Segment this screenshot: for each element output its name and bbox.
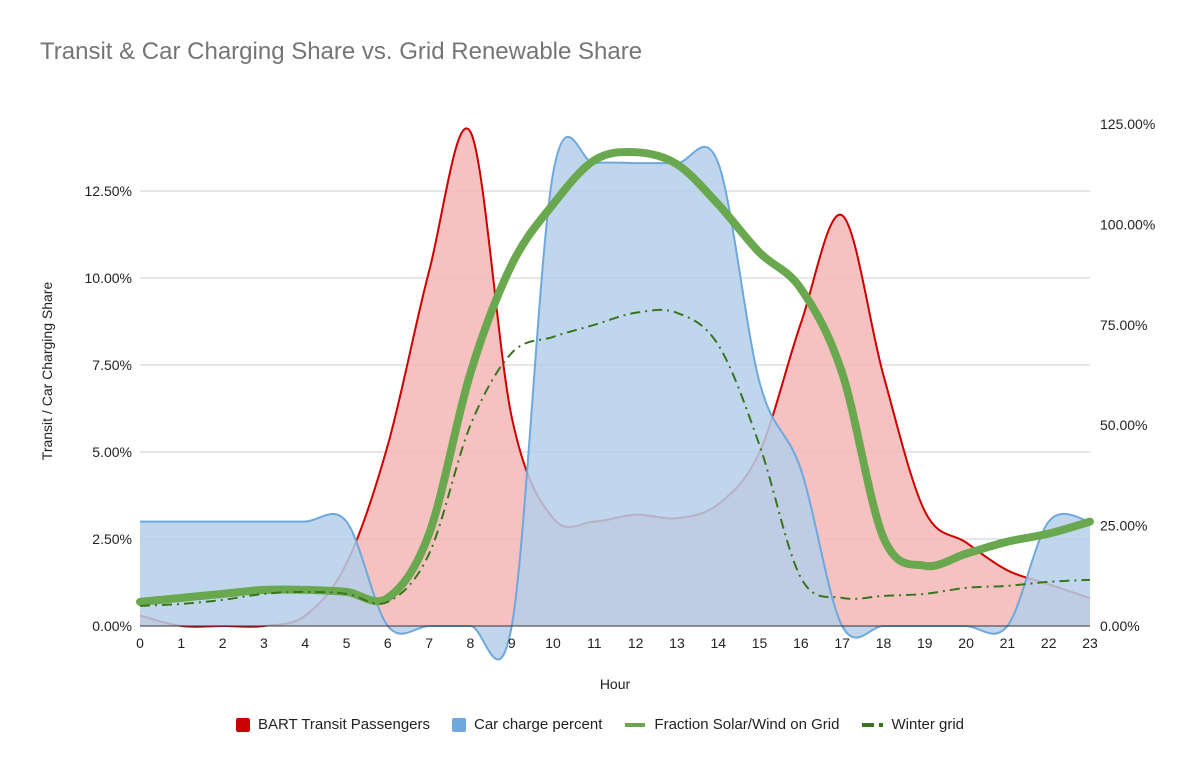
x-tick-label: 15 [752, 635, 768, 651]
y-tick-label: 0.00% [92, 618, 132, 634]
x-tick-label: 1 [177, 635, 185, 651]
legend-item-car-charge[interactable]: Car charge percent [452, 716, 602, 733]
legend-swatch-solar-wind [625, 722, 646, 727]
x-tick-label: 21 [1000, 635, 1016, 651]
x-tick-label: 17 [834, 635, 850, 651]
x-tick-label: 22 [1041, 635, 1057, 651]
x-tick-label: 23 [1082, 635, 1098, 651]
x-tick-label: 19 [917, 635, 933, 651]
y-tick-label: 5.00% [92, 444, 132, 460]
area-fill-1 [140, 136, 1090, 660]
x-tick-label: 8 [467, 635, 475, 651]
x-tick-label: 11 [587, 635, 602, 651]
y2-tick-label: 100.00% [1100, 216, 1155, 232]
legend-swatch-car-charge [452, 717, 466, 732]
x-tick-label: 10 [545, 635, 561, 651]
x-tick-label: 2 [219, 635, 227, 651]
legend-item-winter-grid[interactable]: Winter grid [861, 716, 964, 733]
x-tick-label: 12 [628, 635, 644, 651]
y-tick-label: 10.00% [85, 270, 132, 286]
legend-label-winter-grid: Winter grid [891, 716, 965, 733]
x-tick-label: 3 [260, 635, 268, 651]
y2-tick-label: 125.00% [1100, 116, 1155, 132]
y-tick-label: 12.50% [85, 183, 132, 199]
area-fill-0 [140, 128, 1090, 627]
legend-label-bart: BART Transit Passengers [257, 716, 430, 733]
x-tick-label: 9 [508, 635, 516, 651]
x-axis-title: Hour [600, 676, 631, 692]
legend-item-solar-wind[interactable]: Fraction Solar/Wind on Grid [624, 716, 839, 733]
y2-tick-label: 0.00% [1100, 618, 1140, 634]
x-tick-label: 13 [669, 635, 685, 651]
x-tick-label: 5 [343, 635, 351, 651]
x-tick-label: 4 [301, 635, 309, 651]
x-tick-label: 7 [425, 635, 433, 651]
legend-swatch-bart [235, 717, 250, 732]
series-line-2 [136, 147, 1094, 606]
x-tick-label: 18 [876, 635, 892, 651]
y-tick-label: 2.50% [92, 531, 132, 547]
legend-item-bart[interactable]: BART Transit Passengers [235, 716, 430, 733]
legend-label-car-charge: Car charge percent [474, 716, 603, 733]
chart-legend: BART Transit Passengers Car charge perce… [0, 716, 1200, 733]
x-tick-label: 20 [958, 635, 974, 651]
x-tick-label: 16 [793, 635, 809, 651]
chart-title: Transit & Car Charging Share vs. Grid Re… [40, 38, 643, 65]
x-tick-label: 14 [710, 635, 726, 651]
x-tick-label: 0 [136, 635, 144, 651]
chart-plot: 0 1 2 3 4 5 6 7 8 9 10 11 12 13 14 15 16 17 18 19 20 21 22 230.… [39, 116, 1155, 692]
series-line-3 [139, 308, 1091, 607]
y2-tick-label: 50.00% [1100, 417, 1147, 433]
y2-tick-label: 25.00% [1100, 518, 1147, 534]
x-tick-label: 6 [384, 635, 392, 651]
legend-label-solar-wind: Fraction Solar/Wind on Grid [654, 716, 840, 733]
y-axis-title: Transit / Car Charging Share [39, 282, 55, 461]
y2-tick-label: 75.00% [1100, 317, 1147, 333]
y-tick-label: 7.50% [92, 357, 132, 373]
legend-swatch-winter-grid [862, 722, 884, 727]
